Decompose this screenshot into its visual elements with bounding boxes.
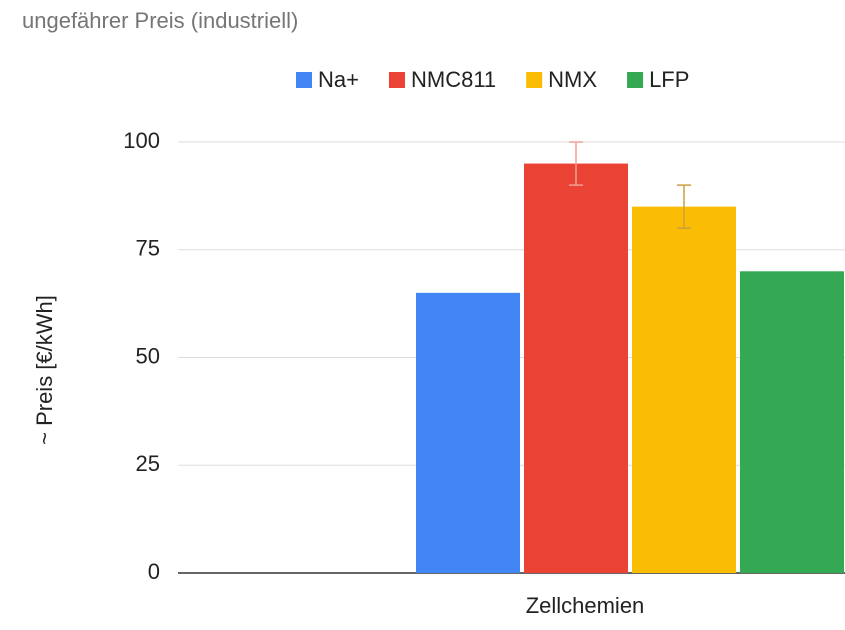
- y-tick-label: 0: [148, 559, 160, 584]
- bar: [740, 271, 844, 573]
- y-tick-label: 25: [136, 451, 160, 476]
- legend-swatch: [627, 72, 644, 88]
- error-bar: [569, 141, 583, 186]
- legend-swatch: [526, 72, 543, 88]
- error-bar: [677, 184, 691, 229]
- legend-label: LFP: [649, 67, 689, 92]
- legend-label: Na+: [318, 67, 359, 92]
- legend-label: NMX: [548, 67, 597, 92]
- bar: [416, 292, 520, 573]
- y-tick-label: 75: [136, 236, 160, 261]
- bar: [632, 206, 736, 573]
- legend-swatch: [388, 72, 405, 88]
- legend-label: NMC811: [411, 67, 496, 92]
- x-tick-label: Zellchemien: [526, 593, 645, 618]
- chart-title: ungefährer Preis (industriell): [22, 8, 298, 33]
- legend-swatch: [296, 72, 312, 88]
- y-tick-label: 50: [136, 343, 160, 368]
- bar: [524, 163, 628, 574]
- y-axis-label: ~ Preis [€/kWh]: [32, 295, 57, 445]
- y-tick-label: 100: [123, 128, 160, 153]
